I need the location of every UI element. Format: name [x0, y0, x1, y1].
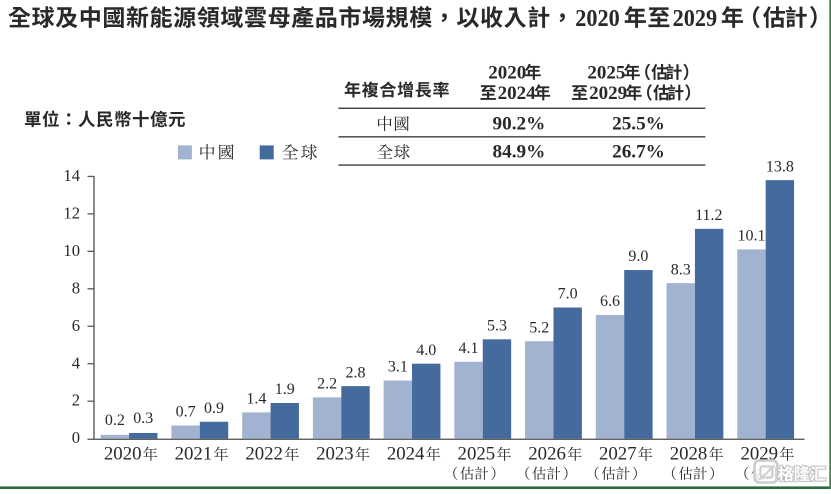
svg-text:2020: 2020	[488, 62, 526, 83]
svg-text:4: 4	[72, 353, 81, 372]
svg-text:2025: 2025	[587, 62, 625, 83]
svg-text:2023: 2023	[316, 444, 354, 465]
svg-text:2024: 2024	[387, 444, 425, 465]
svg-text:0.9: 0.9	[204, 400, 224, 417]
svg-text:8: 8	[72, 278, 80, 297]
svg-text:25.5%: 25.5%	[612, 114, 665, 135]
svg-text:8.3: 8.3	[671, 261, 691, 278]
svg-text:9.0: 9.0	[628, 248, 648, 265]
svg-text:14: 14	[63, 166, 80, 185]
svg-text:1.4: 1.4	[246, 391, 266, 408]
svg-text:1.9: 1.9	[275, 381, 295, 398]
svg-text:0.2: 0.2	[105, 412, 125, 429]
svg-text:2021: 2021	[175, 444, 213, 465]
svg-text:0: 0	[72, 428, 80, 447]
svg-text:5.2: 5.2	[529, 319, 549, 336]
svg-text:2029: 2029	[589, 83, 627, 104]
svg-text:2.8: 2.8	[345, 364, 365, 381]
svg-text:6.6: 6.6	[600, 293, 620, 310]
svg-text:2: 2	[72, 391, 80, 410]
svg-text:13.8: 13.8	[766, 158, 794, 175]
svg-text:2.2: 2.2	[317, 376, 337, 393]
svg-text:2027: 2027	[599, 444, 637, 465]
svg-text:3.1: 3.1	[388, 359, 408, 376]
svg-text:2024: 2024	[498, 83, 537, 104]
svg-text:10.1: 10.1	[737, 228, 765, 245]
svg-text:7.0: 7.0	[558, 286, 578, 303]
svg-text:4.1: 4.1	[459, 340, 479, 357]
svg-text:84.9%: 84.9%	[493, 142, 546, 163]
svg-text:2020: 2020	[575, 5, 620, 32]
svg-text:2028: 2028	[670, 444, 708, 465]
svg-text:2029: 2029	[673, 5, 718, 32]
svg-text:4.0: 4.0	[416, 342, 436, 359]
svg-text:5.3: 5.3	[487, 318, 507, 335]
svg-text:2020: 2020	[104, 444, 142, 465]
svg-text:2025: 2025	[458, 444, 496, 465]
svg-text:2022: 2022	[245, 444, 283, 465]
svg-text:2026: 2026	[528, 444, 566, 465]
svg-text:90.2%: 90.2%	[493, 114, 546, 135]
svg-text:12: 12	[63, 203, 80, 222]
svg-text:0.7: 0.7	[176, 404, 196, 421]
svg-text:10: 10	[63, 241, 80, 260]
svg-text:6: 6	[72, 316, 80, 335]
svg-text:26.7%: 26.7%	[612, 142, 665, 163]
svg-text:11.2: 11.2	[695, 207, 722, 224]
svg-text:0.3: 0.3	[133, 410, 153, 427]
